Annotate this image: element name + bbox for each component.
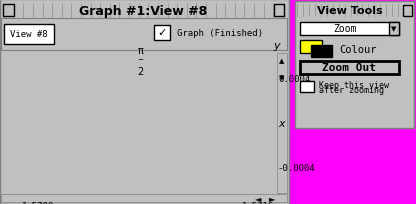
Text: Graph (Finished): Graph (Finished) <box>177 29 263 38</box>
Text: View #8: View #8 <box>10 30 48 39</box>
Text: 2: 2 <box>137 66 143 76</box>
Text: π: π <box>137 46 143 56</box>
Text: x: x <box>278 119 285 128</box>
Text: ✓: ✓ <box>157 28 166 38</box>
Text: 0.0004: 0.0004 <box>278 74 310 83</box>
Text: Colour: Colour <box>339 45 376 55</box>
Text: y: y <box>273 41 280 51</box>
Text: Keep this view: Keep this view <box>319 80 389 89</box>
Text: ◄: ◄ <box>255 193 261 202</box>
Text: Zoom: Zoom <box>333 24 356 34</box>
Text: ▼: ▼ <box>391 26 397 32</box>
Text: -0.0004: -0.0004 <box>278 164 315 173</box>
Text: 1.5700: 1.5700 <box>22 201 54 204</box>
Text: 1.5716: 1.5716 <box>241 201 274 204</box>
Text: ▼: ▼ <box>279 74 284 81</box>
Text: after zooming: after zooming <box>319 86 384 95</box>
Text: View Tools: View Tools <box>317 6 382 16</box>
Bar <box>76 118 201 152</box>
Text: ─: ─ <box>138 57 142 63</box>
Text: ▲: ▲ <box>279 58 284 64</box>
Text: ►: ► <box>269 193 276 202</box>
Text: Zoom Out: Zoom Out <box>322 63 376 73</box>
Text: Graph #1:View #8: Graph #1:View #8 <box>79 5 208 18</box>
